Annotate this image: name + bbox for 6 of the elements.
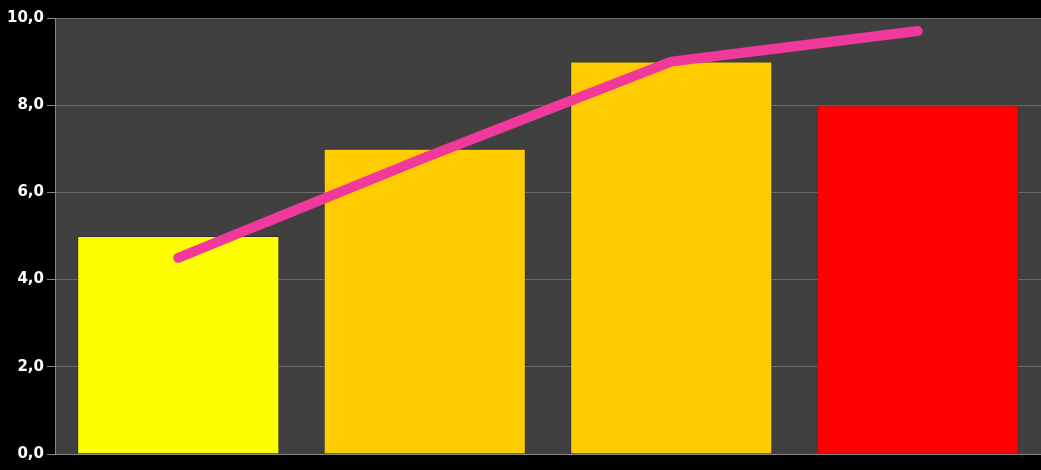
y-tick-label: 10,0 xyxy=(6,7,45,26)
y-tick-label: 2,0 xyxy=(17,356,45,375)
y-tick-label: 0,0 xyxy=(17,443,45,462)
y-tick-label: 8,0 xyxy=(17,95,45,114)
y-tick-label: 4,0 xyxy=(17,269,45,288)
y-tick-label: 6,0 xyxy=(17,182,45,201)
